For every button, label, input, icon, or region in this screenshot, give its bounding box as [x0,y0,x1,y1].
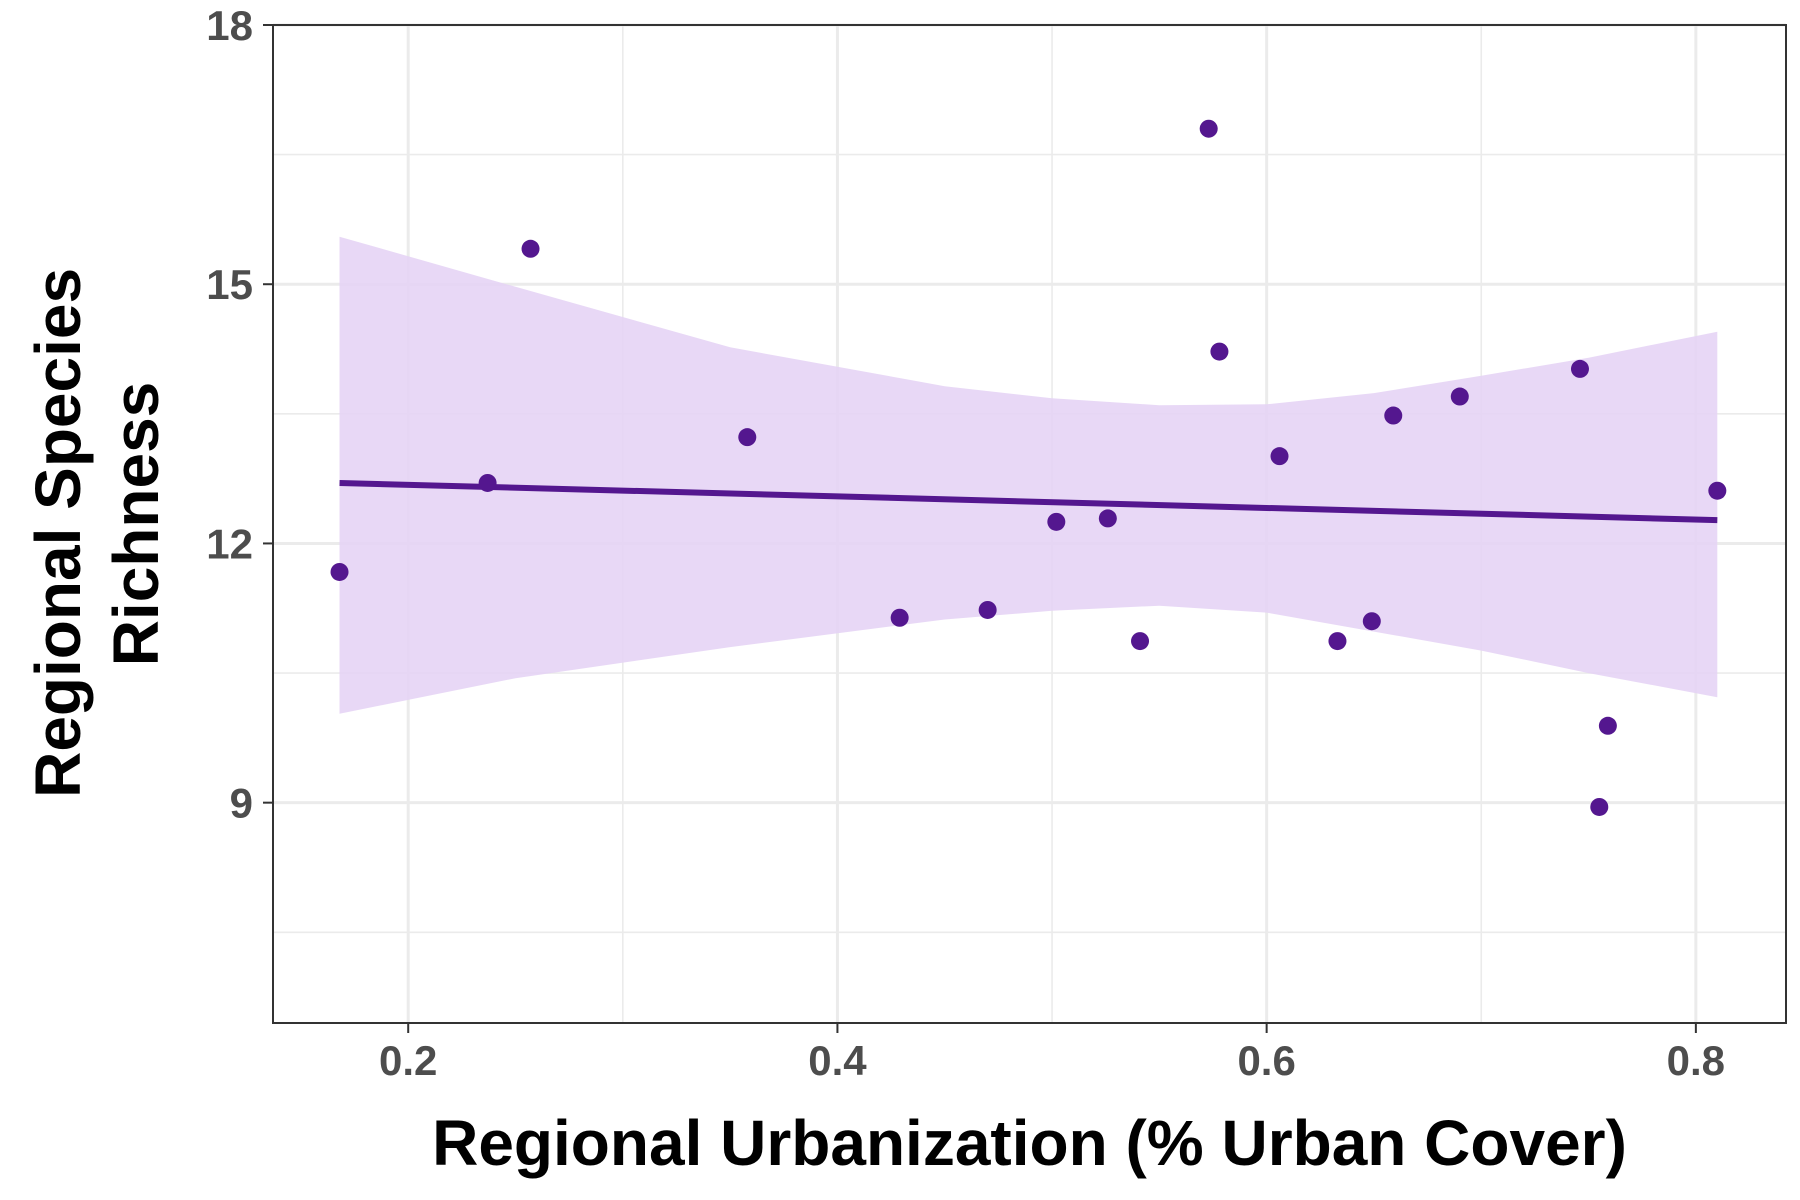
data-point-13 [1362,612,1381,631]
data-point-10 [1210,342,1229,361]
x-axis-title: Regional Urbanization (% Urban Cover) [432,1107,1627,1179]
data-point-3 [738,428,757,447]
data-point-11 [1270,447,1289,466]
y-axis-title-line-1: Regional Species [22,268,94,798]
y-tick-label-2: 15 [206,261,253,308]
data-point-12 [1328,632,1347,651]
data-point-1 [478,473,497,492]
data-point-4 [890,608,909,627]
data-point-5 [978,600,997,619]
y-tick-label-3: 18 [206,2,253,49]
data-point-0 [330,562,349,581]
data-point-15 [1450,387,1469,406]
y-tick-label-0: 9 [230,780,253,827]
x-tick-label-3: 0.8 [1667,1037,1725,1084]
x-tick-label-2: 0.6 [1237,1037,1295,1084]
x-tick-label-0: 0.2 [379,1037,437,1084]
data-point-9 [1199,119,1218,138]
y-axis-ticks: 9 12 15 18 [206,2,273,827]
data-point-19 [1708,481,1727,500]
y-axis-title-line-2: Richness [100,382,172,667]
data-point-2 [521,239,540,258]
data-points [330,119,1727,816]
data-point-16 [1570,359,1589,378]
data-point-6 [1047,512,1066,531]
data-point-7 [1098,509,1117,528]
data-point-14 [1384,406,1403,425]
x-tick-label-1: 0.4 [808,1037,867,1084]
data-point-18 [1598,716,1617,735]
data-point-17 [1590,797,1609,816]
regression-line [339,479,1718,524]
y-tick-label-1: 12 [206,520,253,567]
x-axis-ticks: 0.2 0.4 0.6 0.8 [379,1023,1725,1084]
panel-border [272,24,1787,1024]
data-point-8 [1131,632,1150,651]
y-axis-title: Regional Species Richness [22,250,172,798]
confidence-band [339,236,1718,714]
